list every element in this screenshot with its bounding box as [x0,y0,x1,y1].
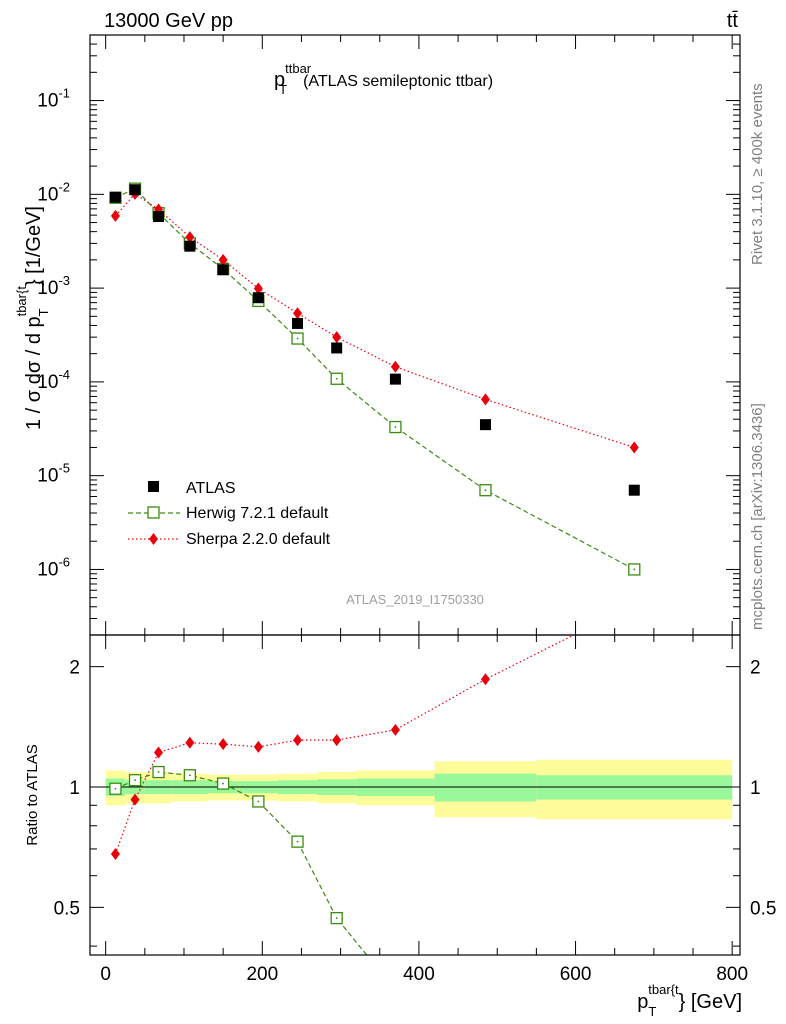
atlas-point [217,264,229,276]
ratio-sherpa-line [114,635,575,855]
atlas-point [292,317,304,329]
legend-label-sherpa: Sherpa 2.2.0 default [186,531,331,548]
sherpa-point [293,307,303,320]
atlas-point [389,373,401,385]
ratio-y-tick-label-left: 0.5 [54,898,80,919]
herwig-point-center [484,489,487,492]
herwig-point-center [394,426,397,428]
main-axis-ticks: 10-6 10-5 10-4 10-3 10-2 10-1 [37,34,740,636]
ratio-herwig-point-center [296,840,299,843]
sherpa-point [218,253,228,266]
ratio-sherpa-point [154,746,164,759]
main-markers [109,182,641,576]
sherpa-point [480,393,490,406]
ratio-herwig-point-center [335,917,338,919]
ratio-sherpa-point [293,734,303,747]
ratio-sherpa-point [253,740,263,753]
ratio-sherpa-point [390,723,400,736]
x-tick-label: 0 [100,964,111,985]
sherpa-point [629,441,639,454]
sherpa-point [390,360,400,373]
legend-marker-atlas [148,481,159,492]
atlas-point [628,484,640,496]
ratio-herwig-point-center [222,782,225,785]
legend-marker-herwig [147,506,160,519]
x-tick-label: 600 [560,964,592,985]
atlas-point [331,342,343,354]
ratio-sherpa-point [332,734,342,747]
atlas-point [479,419,491,431]
atlas-point [109,191,121,203]
y-tick-label: 10-2 [37,179,70,205]
sherpa-point [185,231,195,244]
y-tick-label: 10-4 [37,367,70,393]
y-tick-label: 10-3 [37,273,70,299]
ratio-y-tick-label-left: 2 [69,658,80,679]
atlas-point [184,240,196,252]
legend-marker-sherpa [149,533,158,545]
x-axis-label: pTtbar{t} [GeV] [637,982,742,1019]
ratio-sherpa-point [218,738,228,751]
header-right: tt̄ [727,10,739,32]
ratio-herwig-point-center [134,779,136,782]
ratio-sherpa-point [480,673,490,686]
y-tick-label: 10-1 [37,86,70,112]
ratio-sherpa-point [110,847,120,860]
legend-label-herwig: Herwig 7.2.1 default [186,505,329,522]
main-panel: 10-6 10-5 10-4 10-3 10-2 10-1 pttbar T (ATLAS s… [14,34,741,636]
herwig-point-center [335,377,338,380]
ratio-herwig-point-center [157,771,160,773]
ratio-markers [109,635,575,955]
atlas-point [129,184,141,196]
x-tick-label: 400 [403,964,435,985]
ratio-herwig-point-center [188,774,191,777]
ratio-axis-ticks: 0.5 0.5 1 1 2 2 0 200 400 600 800 [54,635,776,985]
herwig-point-center [296,337,299,340]
sherpa-point [110,209,120,222]
legend: ATLAS Herwig 7.2.1 default Sherpa 2.2.0 … [128,480,331,548]
ratio-y-tick-label-left: 1 [69,778,80,799]
atlas-point [153,211,165,223]
plot-title: pttbar T (ATLAS semileptonic ttbar) [274,61,493,97]
herwig-point-center [633,568,636,571]
stat-uncertainty-band [434,773,537,802]
y-tick-label: 10-5 [37,461,70,487]
ratio-frame [89,634,741,956]
sherpa-point [253,282,263,295]
y-tick-label: 10-6 [37,554,70,580]
ratio-uncertainty-bands [105,759,733,820]
atlas-point [252,292,264,304]
ratio-y-tick-label-right: 1 [750,778,761,799]
ratio-herwig-point-center [257,800,260,803]
ratio-sherpa-point [130,793,140,806]
source-label: mcplots.cern.ch [arXiv:1306.3436] [749,403,766,630]
rivet-version: Rivet 3.1.10, ≥ 400k events [749,83,766,265]
ratio-sherpa-point [185,736,195,749]
x-tick-label: 200 [246,964,278,985]
ratio-y-label: Ratio to ATLAS [24,744,41,845]
main-y-label: 1 / σ dσ / d pTtbar{t} [1/GeV] [14,206,51,430]
analysis-id: ATLAS_2019_I1750330 [346,592,484,607]
ratio-panel: 0.5 0.5 1 1 2 2 0 200 400 600 800 Ratio to ATLAS p… [24,634,776,1019]
legend-label-atlas: ATLAS [186,480,236,497]
ratio-herwig-point-center [114,787,117,790]
header-left: 13000 GeV pp [104,10,233,32]
ratio-y-tick-label-right: 0.5 [750,898,776,919]
sherpa-point [332,331,342,344]
x-tick-label: 800 [716,964,748,985]
ratio-y-tick-label-right: 2 [750,658,761,679]
